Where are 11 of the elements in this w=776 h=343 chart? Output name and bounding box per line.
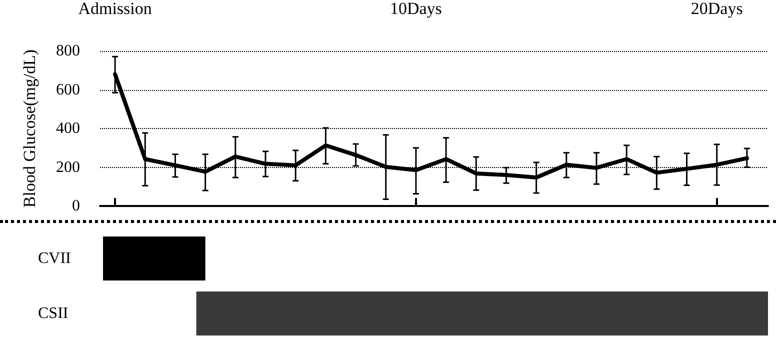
y-tick-label: 800 — [56, 42, 80, 60]
y-tick-label: 0 — [72, 198, 80, 214]
x-tick-label: 20Days — [690, 0, 743, 18]
y-tick-label: 200 — [56, 158, 80, 176]
y-tick-label: 600 — [56, 81, 80, 98]
y-axis-title: Blood Glucose(mg/dL) — [20, 49, 39, 208]
x-tick-label: 10Days — [390, 0, 442, 18]
y-tick-label: CSII — [38, 305, 68, 322]
y-tick-label: CVII — [38, 250, 71, 267]
y-tick-label: 400 — [56, 120, 80, 137]
x-tick-label: Admission — [78, 0, 152, 18]
